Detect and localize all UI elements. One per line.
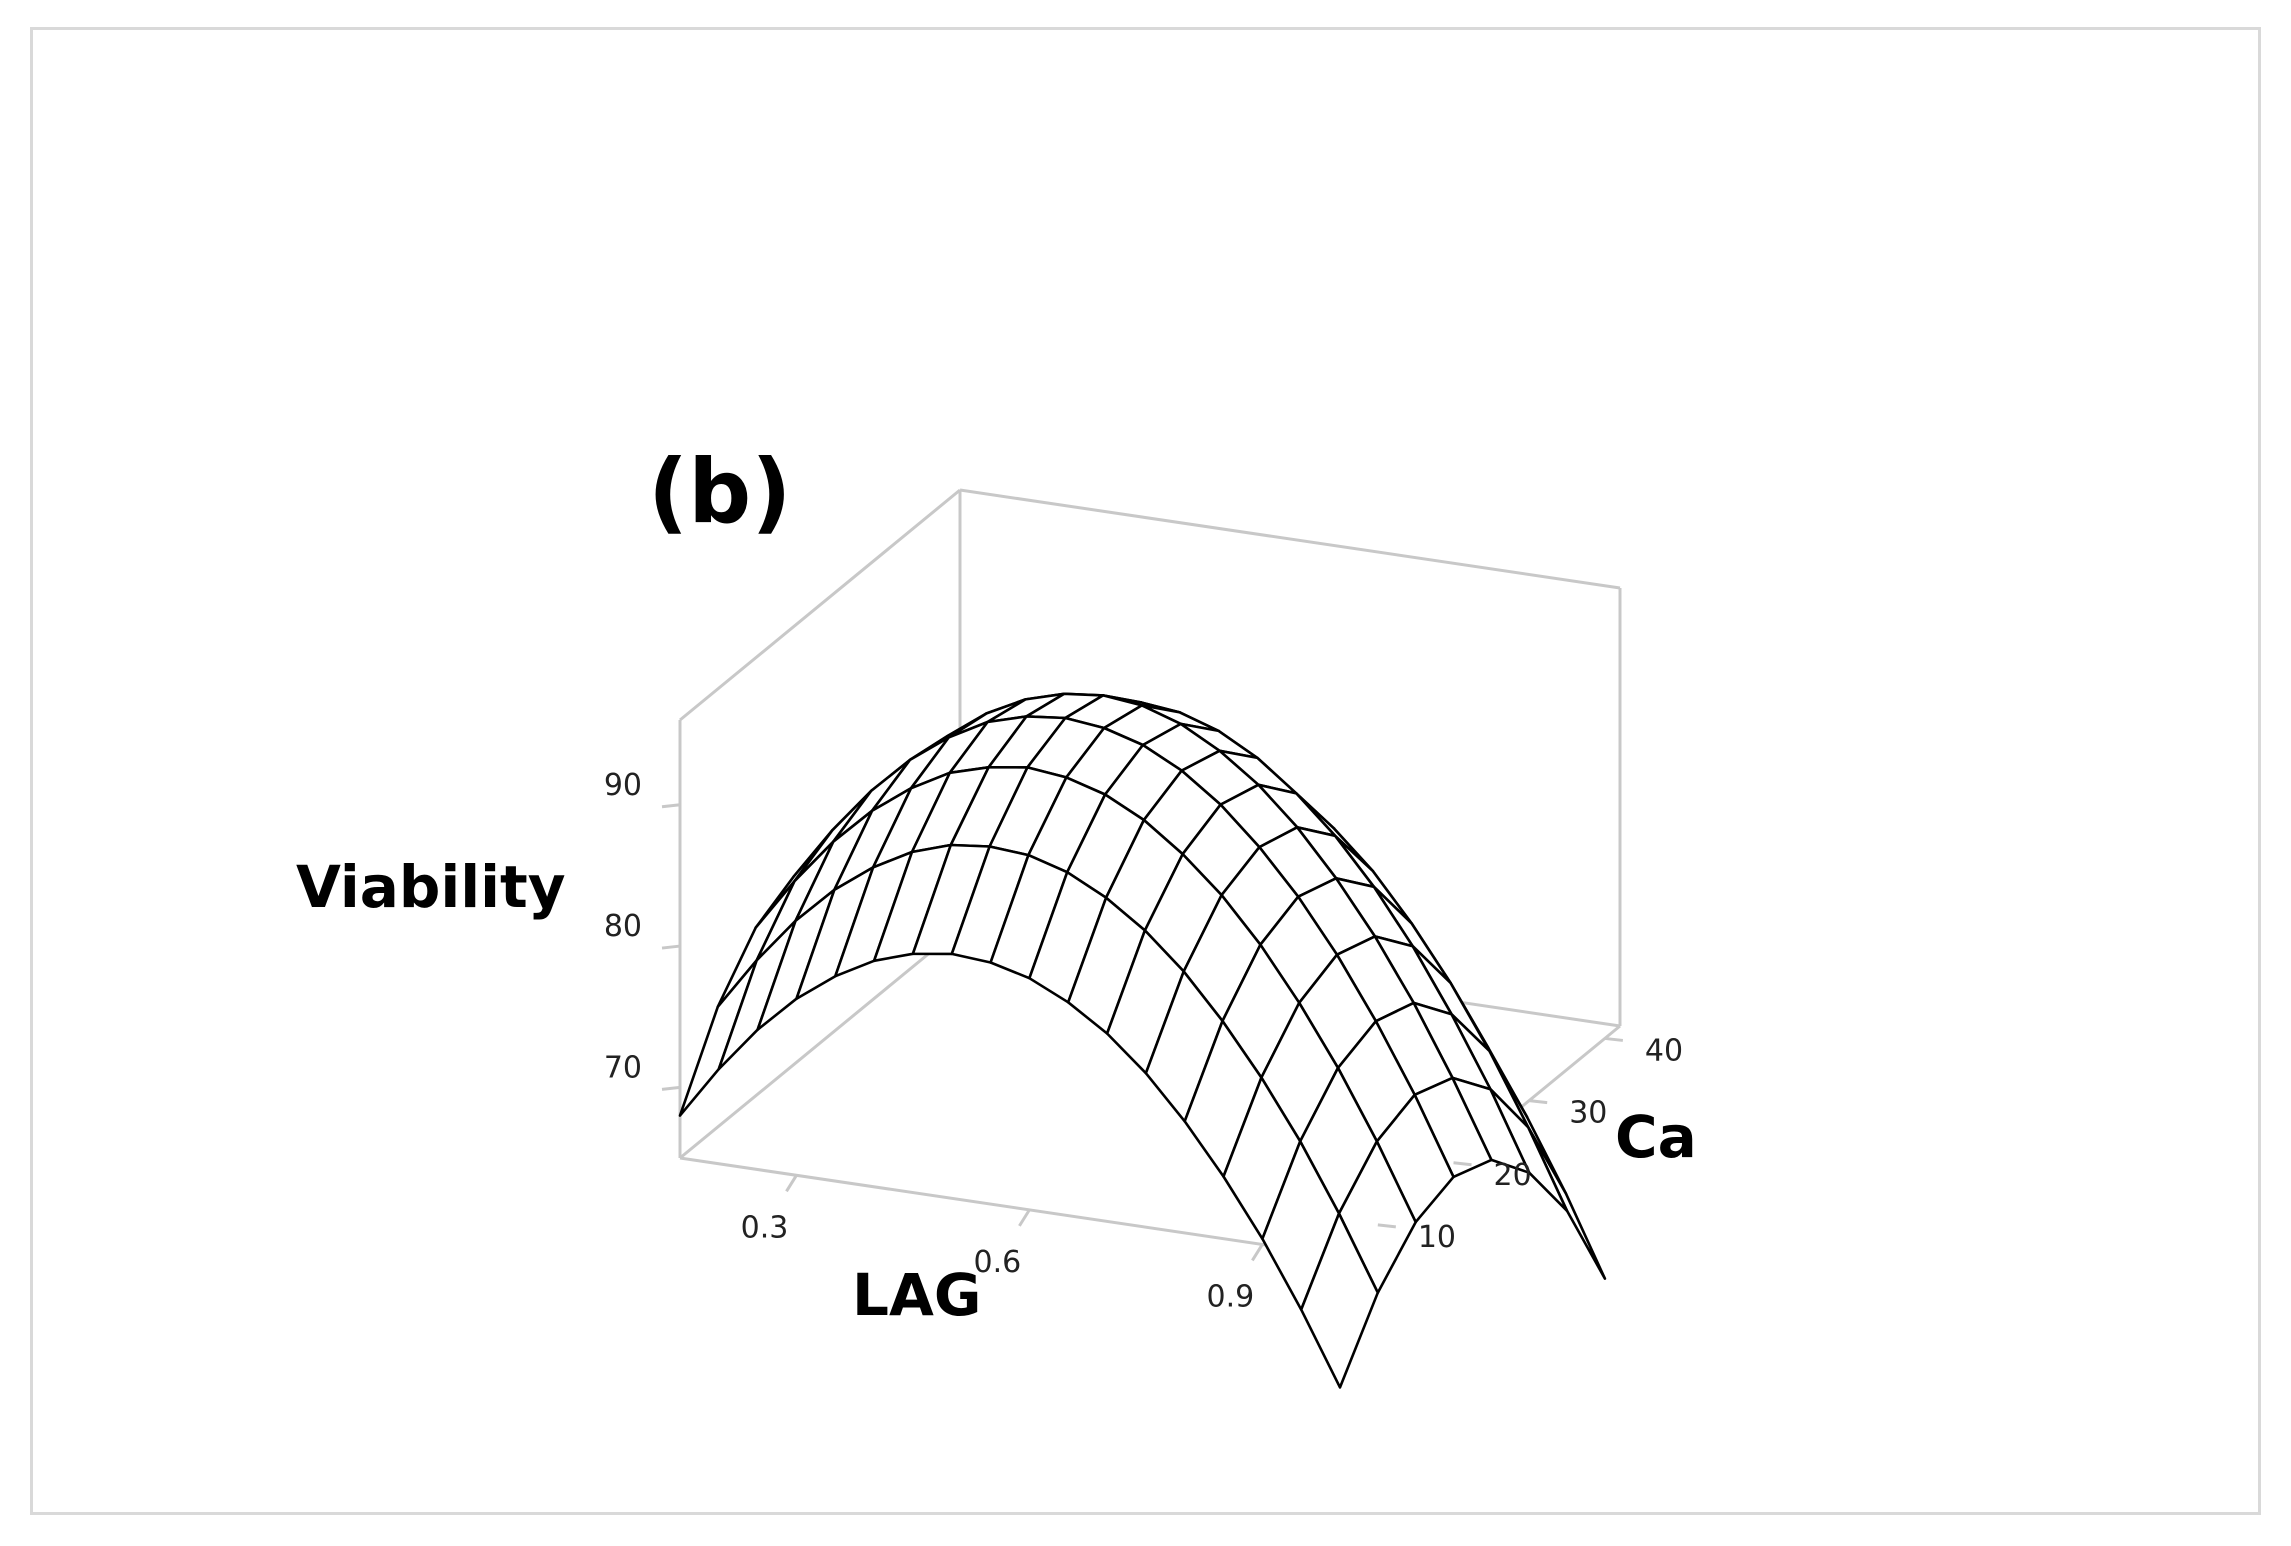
x-tick-label: 0.3 [741, 1210, 789, 1245]
z-axis-title: Viability [296, 853, 566, 921]
z-tick-label: 80 [604, 909, 642, 944]
y-axis-title: Ca [1615, 1103, 1697, 1171]
x-tick-label: 0.6 [974, 1245, 1022, 1280]
axis-ticks: 70 80 90 0.3 0.6 0.9 10 20 30 40 [604, 768, 1683, 1315]
box-edge [679, 1156, 1341, 1258]
response-surface [678, 692, 1607, 1389]
y-tick-mark [1453, 1161, 1472, 1167]
box-edge [679, 926, 961, 1160]
z-tick-mark [661, 944, 681, 950]
y-tick-mark [1377, 1223, 1397, 1229]
x-tick-mark [1251, 1243, 1264, 1262]
panel-title: (b) [648, 440, 791, 543]
y-tick-label: 40 [1645, 1033, 1683, 1068]
z-tick-mark [661, 803, 681, 809]
x-tick-mark [1018, 1209, 1031, 1227]
y-tick-mark [1604, 1036, 1624, 1042]
z-tick-label: 90 [604, 768, 642, 803]
box-edge [679, 488, 961, 722]
x-tick-mark [785, 1174, 798, 1193]
y-tick-label: 10 [1418, 1220, 1456, 1255]
box-edge [959, 488, 1621, 590]
y-tick-label: 20 [1494, 1158, 1532, 1193]
x-axis-title: LAG [852, 1261, 981, 1329]
x-tick-label: 0.9 [1206, 1279, 1254, 1314]
z-tick-mark [661, 1085, 681, 1091]
surface-cell [1299, 1212, 1380, 1389]
y-tick-label: 30 [1569, 1096, 1607, 1131]
z-tick-label: 70 [604, 1050, 642, 1085]
y-tick-mark [1529, 1099, 1548, 1105]
